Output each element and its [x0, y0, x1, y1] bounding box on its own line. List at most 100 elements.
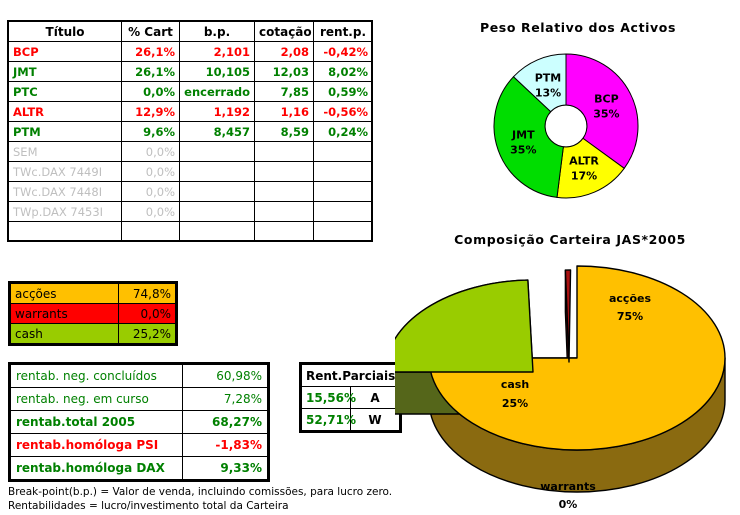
doughnut-chart-title: Peso Relativo dos Activos — [479, 20, 677, 35]
cell-rent-p — [313, 161, 373, 182]
cell-rent-p: 0,24% — [313, 121, 373, 142]
cell-bp: 8,457 — [179, 121, 255, 142]
cell-pct-cart: 0,0% — [121, 81, 180, 102]
cell-rent-p — [313, 221, 373, 242]
table-row[interactable]: ALTR 12,9% 1,192 1,16 -0,56% — [8, 101, 373, 122]
cell-rent-p — [313, 181, 373, 202]
cell-titulo: TWc.DAX 7448I — [8, 181, 122, 202]
cell-cotacao: 1,16 — [254, 101, 314, 122]
cell-pct-cart: 26,1% — [121, 41, 180, 62]
table-row[interactable]: PTC 0,0% encerrado 7,85 0,59% — [8, 81, 373, 102]
cell-rent-p: -0,56% — [313, 101, 373, 122]
table-row[interactable]: rentab.homóloga DAX 9,33% — [10, 456, 268, 480]
cell-rent-p: 0,59% — [313, 81, 373, 102]
footnotes: Break-point(b.p.) = Valor de venda, incl… — [8, 485, 392, 513]
cell-bp: encerrado — [179, 81, 255, 102]
cell-titulo: JMT — [8, 61, 122, 82]
cell-cotacao — [254, 181, 314, 202]
list-item[interactable]: acções 74,8% — [10, 283, 176, 304]
cell-titulo: SEM — [8, 141, 122, 162]
list-item[interactable]: warrants 0,0% — [10, 303, 176, 324]
table-row[interactable] — [8, 221, 373, 242]
pie-slice-label-ptm: PTM — [535, 71, 562, 84]
cell-pct-cart: 9,6% — [121, 121, 180, 142]
return-value: -1,83% — [182, 433, 268, 457]
cell-rent-p — [313, 141, 373, 162]
cell-cotacao — [254, 221, 314, 242]
allocation-value: 74,8% — [118, 283, 176, 304]
partial-return-key: W — [350, 408, 400, 431]
table-row[interactable]: rentab. neg. em curso 7,28% — [10, 387, 268, 411]
cell-pct-cart: 0,0% — [121, 161, 180, 182]
table-row[interactable]: JMT 26,1% 10,105 12,03 8,02% — [8, 61, 373, 82]
column-header-bp: b.p. — [179, 21, 255, 42]
pie-slice-value-bcp: 35% — [593, 107, 619, 120]
table-row[interactable]: TWc.DAX 7448I 0,0% — [8, 181, 373, 202]
portfolio-composition-pie3d-chart: acções 75% cash 25% warrants 0% — [395, 250, 740, 512]
allocation-table[interactable]: acções 74,8% warrants 0,0% cash 25,2% — [10, 283, 176, 344]
cell-cotacao — [254, 201, 314, 222]
return-value: 68,27% — [182, 410, 268, 434]
table-row[interactable]: rentab.homóloga PSI -1,83% — [10, 433, 268, 457]
pie3d-slice-cash — [395, 279, 534, 373]
pie3d-svg: acções 75% cash 25% warrants 0% — [395, 265, 726, 511]
pie3d-chart-title: Composição Carteira JAS*2005 — [454, 232, 686, 247]
cell-cotacao: 2,08 — [254, 41, 314, 62]
column-header-pct-cart: % Cart — [121, 21, 180, 42]
cell-pct-cart: 0,0% — [121, 181, 180, 202]
footnote-breakpoint: Break-point(b.p.) = Valor de venda, incl… — [8, 486, 393, 498]
cell-pct-cart: 12,9% — [121, 101, 180, 122]
cell-rent-p — [313, 201, 373, 222]
cell-bp — [179, 201, 255, 222]
pie-slice-label-jmt: JMT — [511, 128, 535, 141]
allocation-value: 0,0% — [118, 303, 176, 324]
table-row[interactable]: 15,56% A — [301, 386, 400, 409]
return-label: rentab. neg. concluídos — [10, 364, 183, 388]
allocation-value: 25,2% — [118, 323, 176, 344]
allocation-table-border: acções 74,8% warrants 0,0% cash 25,2% — [8, 281, 178, 346]
allocation-label: warrants — [10, 303, 119, 324]
pie-slice-label-bcp: BCP — [594, 92, 619, 105]
return-value: 60,98% — [182, 364, 268, 388]
pie3d-slice-accoes — [428, 265, 726, 451]
cell-rent-p: -0,42% — [313, 41, 373, 62]
cell-cotacao: 7,85 — [254, 81, 314, 102]
cell-titulo: PTM — [8, 121, 122, 142]
partials-header-label: Rent.Parciais — [301, 364, 400, 387]
cell-bp — [179, 161, 255, 182]
cell-titulo: PTC — [8, 81, 122, 102]
return-value: 9,33% — [182, 456, 268, 480]
list-item[interactable]: cash 25,2% — [10, 323, 176, 344]
pie3d-value-cash: 25% — [502, 397, 528, 410]
cell-titulo: ALTR — [8, 101, 122, 122]
table-row[interactable]: SEM 0,0% — [8, 141, 373, 162]
holdings-table[interactable]: Título % Cart b.p. cotação rent.p. BCP 26… — [8, 21, 373, 242]
return-label: rentab.homóloga PSI — [10, 433, 183, 457]
table-row[interactable]: rentab. neg. concluídos 60,98% — [10, 364, 268, 388]
partials-header-row: Rent.Parciais — [301, 364, 400, 387]
partial-returns-table[interactable]: Rent.Parciais 15,56% A 52,71% W — [301, 364, 400, 431]
return-label: rentab.total 2005 — [10, 410, 183, 434]
return-value: 7,28% — [182, 387, 268, 411]
table-row[interactable]: TWc.DAX 7449I 0,0% — [8, 161, 373, 182]
table-row[interactable]: 52,71% W — [301, 408, 400, 431]
table-row[interactable]: rentab.total 2005 68,27% — [10, 410, 268, 434]
return-label: rentab. neg. em curso — [10, 387, 183, 411]
cell-cotacao — [254, 141, 314, 162]
table-row[interactable]: TWp.DAX 7453I 0,0% — [8, 201, 373, 222]
pie-slice-value-ptm: 13% — [535, 86, 561, 99]
pie3d-value-accoes: 75% — [617, 310, 643, 323]
returns-table[interactable]: rentab. neg. concluídos 60,98% rentab. neg… — [10, 364, 268, 480]
partial-return-value: 15,56% — [301, 386, 356, 409]
pie3d-label-warrants: warrants — [540, 480, 596, 493]
column-header-rent-p: rent.p. — [313, 21, 373, 42]
pie-slice-value-altr: 17% — [571, 170, 597, 183]
asset-weight-doughnut-chart: BCP 35% ALTR 17% JMT 35% PTM 13% — [470, 38, 670, 218]
table-row[interactable]: PTM 9,6% 8,457 8,59 0,24% — [8, 121, 373, 142]
cell-bp: 2,101 — [179, 41, 255, 62]
cell-pct-cart — [121, 221, 180, 242]
table-row[interactable]: BCP 26,1% 2,101 2,08 -0,42% — [8, 41, 373, 62]
cell-titulo: TWp.DAX 7453I — [8, 201, 122, 222]
cell-cotacao: 8,59 — [254, 121, 314, 142]
cell-pct-cart: 0,0% — [121, 201, 180, 222]
